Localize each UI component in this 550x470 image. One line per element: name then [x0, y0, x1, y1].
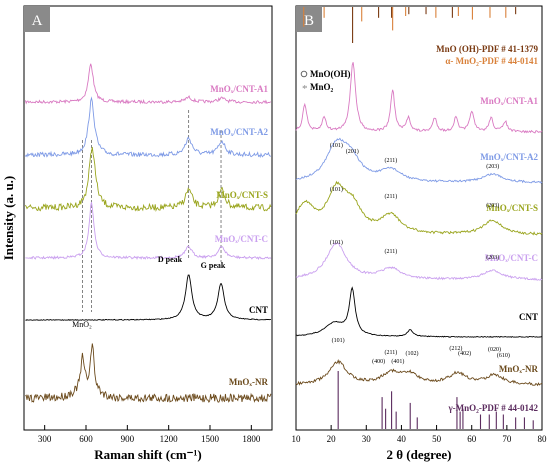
hkl-label: (201): [346, 148, 359, 155]
b-tick-label: 50: [432, 434, 442, 444]
raman-trace-label: MnOₓ/CNT-C: [215, 234, 268, 244]
hkl-label: (101): [330, 186, 343, 193]
ref-mnooh-label: MnO (OH)-PDF # 41-1379: [436, 44, 538, 54]
raman-trace-label: MnOₓ-NR: [229, 377, 269, 387]
hkl-label: (211): [384, 193, 397, 200]
hkl-label: (211): [384, 349, 397, 356]
xrd-trace-label: MnOₓ/CNT-A2: [480, 152, 538, 162]
xrd-trace-label: MnOₓ/CNT-S: [486, 203, 538, 213]
xrd-trace-label: MnOₓ/CNT-A1: [480, 96, 538, 106]
hkl-label: (101): [330, 142, 343, 149]
b-tick-label: 30: [362, 434, 372, 444]
panel-b-label: B: [304, 13, 314, 29]
xrd-trace-label: CNT: [519, 312, 538, 322]
xrd-trace-line: [295, 359, 543, 387]
raman-trace-label: MnOₓ/CNT-A1: [210, 84, 268, 94]
panel-a-frame: [23, 5, 273, 431]
b-tick-label: 80: [538, 434, 548, 444]
b-tick-label: 40: [397, 434, 407, 444]
raman-trace-label: CNT: [249, 305, 268, 315]
panel-a-trace-labels: MnOₓ/CNT-A1 MnOₓ/CNT-A2 MnOₓ/CNT-S MnOₓ/CNT…: [210, 84, 268, 387]
hkl-label: (102): [405, 350, 418, 357]
panel-a-label-box: [24, 6, 50, 32]
panel-b: B 2 θ (degree) 10 20 30 40 50 60 70 80 MnOₓ/CNT…: [292, 5, 548, 462]
mnooh-marker-icon: [300, 70, 308, 78]
panel-b-ref-top-sticks: [303, 7, 517, 43]
panel-b-trace-labels: MnOₓ/CNT-A1 MnOₓ/CNT-A2 MnOₓ/CNT-S MnOₓ/CNT…: [480, 96, 538, 374]
hkl-label: (400): [372, 358, 385, 365]
panel-b-xticks: 10 20 30 40 50 60 70 80: [292, 425, 548, 444]
raman-trace-line: [25, 96, 272, 159]
ref-alpha-label: α- MnO₂-PDF # 44-0141: [445, 56, 538, 66]
panel-a-ylabel: Intensity (a. u.): [1, 176, 16, 261]
b-tick-label: 20: [327, 434, 337, 444]
hkl-label: (401): [391, 358, 404, 365]
mno2-marker-icon: *: [302, 83, 308, 95]
legend-mnooh: MnO(OH): [310, 69, 351, 79]
panel-a-xlabel: Raman shift (cm⁻¹): [94, 447, 202, 462]
hkl-label: (101): [330, 239, 343, 246]
xrd-trace-line: [295, 180, 543, 236]
xrd-trace-line: [295, 62, 543, 134]
raman-trace-line: [25, 202, 272, 261]
panel-b-ref-bottom-sticks: [337, 371, 534, 429]
panel-a-xticks: 300 600 900 1200 1500 1800: [38, 425, 261, 444]
panel-b-hkl-labels: (101)(201)(211)(203)(101)(211)(203)(101)…: [330, 142, 510, 365]
xrd-trace-line: [295, 242, 543, 281]
b-tick-label: 60: [467, 434, 477, 444]
panel-b-label-box: [296, 6, 322, 32]
xrd-trace-label: MnOₓ/CNT-C: [485, 253, 538, 263]
legend-mno2: MnO₂: [310, 82, 334, 92]
hkl-label: (203): [486, 163, 499, 170]
panel-b-frame: [295, 5, 543, 431]
hkl-label: (211): [384, 157, 397, 164]
raman-trace-label: MnOₓ/CNT-S: [216, 190, 268, 200]
panel-b-traces: [295, 62, 543, 387]
panel-a: A Intensity (a. u.) Raman shift (cm⁻¹) 3…: [1, 5, 273, 462]
panel-a-label: A: [32, 13, 43, 29]
a-tick-label: 1800: [242, 434, 261, 444]
g-peak-annotation: G peak: [201, 261, 226, 270]
panel-a-traces: [24, 63, 272, 404]
ref-gamma-label: γ-MnO₂-PDF # 44-0142: [447, 403, 538, 413]
hkl-label: (610): [497, 352, 510, 359]
b-tick-label: 10: [292, 434, 302, 444]
xrd-trace-label: MnOₓ-NR: [499, 364, 539, 374]
a-tick-label: 1200: [160, 434, 179, 444]
panel-a-guides: [82, 110, 222, 312]
hkl-label: (101): [332, 337, 345, 344]
raman-trace-line: [25, 146, 272, 212]
hkl-label: (203): [486, 202, 499, 209]
xrd-trace-line: [295, 286, 543, 338]
a-tick-label: 900: [121, 434, 135, 444]
xrd-trace-line: [295, 137, 543, 184]
raman-trace-label: MnOₓ/CNT-A2: [210, 127, 268, 137]
raman-trace-line: [25, 274, 271, 321]
hkl-label: (211): [384, 248, 397, 255]
a-tick-label: 600: [79, 434, 93, 444]
hkl-label: (212): [449, 345, 462, 352]
mno2-annotation: MnO₂: [72, 320, 92, 329]
panel-b-xlabel: 2 θ (degree): [386, 447, 451, 462]
b-tick-label: 70: [502, 434, 512, 444]
d-peak-annotation: D peak: [158, 255, 183, 264]
a-tick-label: 300: [38, 434, 52, 444]
hkl-label: (203): [486, 254, 499, 261]
hkl-label: (020): [488, 346, 501, 353]
a-tick-label: 1500: [201, 434, 220, 444]
hkl-label: (402): [458, 350, 471, 357]
raman-trace-line: [25, 343, 272, 404]
raman-trace-line: [24, 63, 272, 105]
